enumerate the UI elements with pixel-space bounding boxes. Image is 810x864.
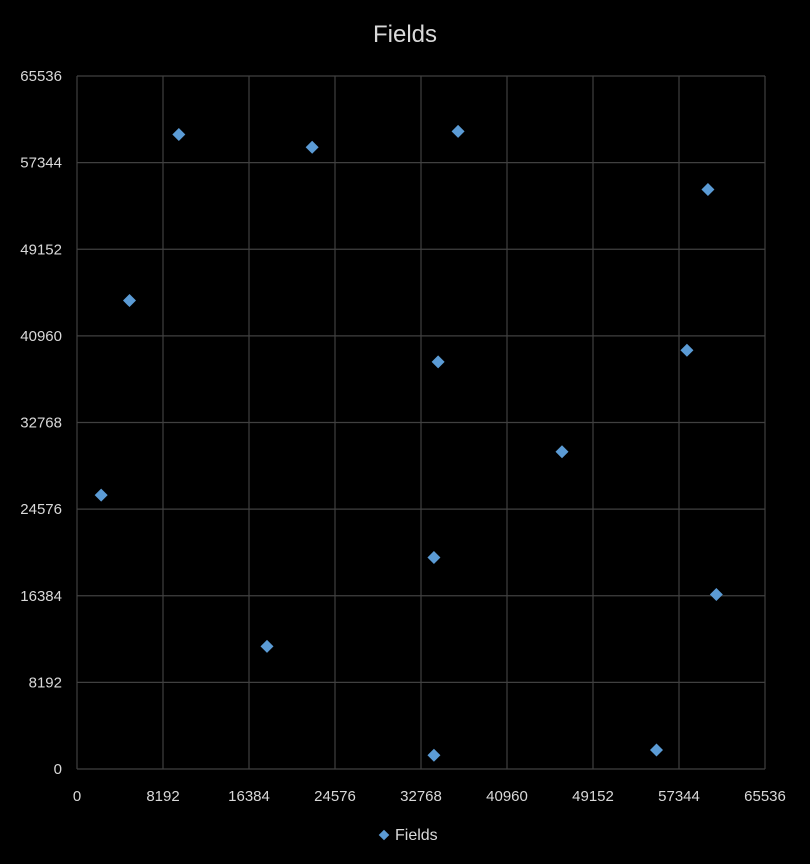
x-tick-label: 24576 [314, 788, 356, 805]
data-point [94, 488, 108, 502]
x-tick-label: 32768 [400, 788, 442, 805]
y-tick-label: 40960 [20, 328, 62, 345]
data-point [260, 639, 274, 653]
data-point [451, 124, 465, 138]
data-point [555, 445, 569, 459]
data-point [122, 294, 136, 308]
x-tick-label: 49152 [572, 788, 614, 805]
y-tick-label: 57344 [20, 155, 62, 172]
data-point [701, 183, 715, 197]
data-point [172, 128, 186, 142]
data-point [427, 748, 441, 762]
data-point [431, 355, 445, 369]
y-axis-ticks: 0 8192 16384 24576 32768 40960 49152 57344 65536 [20, 68, 62, 778]
legend: Fields [378, 827, 438, 844]
data-points [94, 124, 723, 762]
data-point [680, 343, 694, 357]
x-tick-label: 8192 [146, 788, 179, 805]
x-tick-label: 57344 [658, 788, 700, 805]
y-tick-label: 16384 [20, 588, 62, 605]
legend-label-fields: Fields [395, 827, 438, 844]
y-tick-label: 0 [54, 761, 62, 778]
x-axis-ticks: 0 8192 16384 24576 32768 40960 49152 57344 65536 [73, 788, 786, 805]
y-tick-label: 8192 [29, 674, 62, 691]
chart-title: Fields [373, 21, 437, 48]
y-tick-label: 49152 [20, 241, 62, 258]
data-point [427, 551, 441, 565]
y-tick-label: 24576 [20, 501, 62, 518]
data-point [305, 140, 319, 154]
legend-marker-fields [378, 829, 390, 841]
x-tick-label: 16384 [228, 788, 270, 805]
data-point [649, 743, 663, 757]
data-point [709, 588, 723, 602]
grid [76, 75, 766, 770]
y-tick-label: 65536 [20, 68, 62, 85]
x-tick-label: 65536 [744, 788, 786, 805]
x-tick-label: 0 [73, 788, 81, 805]
x-tick-label: 40960 [486, 788, 528, 805]
y-tick-label: 32768 [20, 415, 62, 432]
